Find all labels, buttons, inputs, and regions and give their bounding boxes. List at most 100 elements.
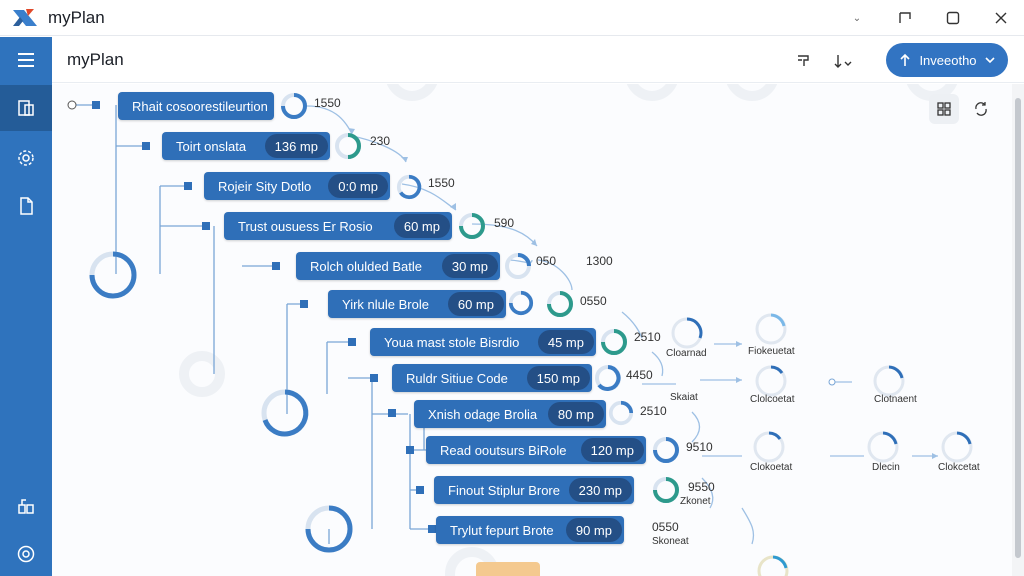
window-title: myPlan xyxy=(48,8,105,27)
task-label: Toirt onslata xyxy=(176,138,247,154)
projects-icon xyxy=(18,100,34,116)
task-row[interactable]: Trylut fepurt Brote 90 mp xyxy=(436,516,624,544)
progress-ring xyxy=(335,133,361,159)
nav-projects[interactable] xyxy=(0,85,52,131)
pin-button[interactable] xyxy=(792,50,814,72)
task-row[interactable]: Xnish odage Brolia 80 mp xyxy=(414,400,606,428)
app-header: myPlan Inveeotho xyxy=(52,37,1024,83)
task-duration: 230 mp xyxy=(568,478,632,502)
task-duration: 120 mp xyxy=(580,438,644,462)
progress-ring xyxy=(508,290,534,316)
nav-preferences[interactable] xyxy=(0,531,52,576)
task-row[interactable]: Ruldr Sitiue Code 150 mp xyxy=(392,364,592,392)
window-menu-chevron-icon[interactable]: ⌄ xyxy=(852,12,862,24)
window-snap-button[interactable] xyxy=(893,6,917,30)
task-value: 050 xyxy=(536,254,557,268)
progress-ring xyxy=(459,213,485,239)
app-logo-icon xyxy=(13,9,37,26)
nav-documents[interactable] xyxy=(0,183,52,229)
status-node-label: Zkonet xyxy=(680,496,711,507)
chevron-down-icon xyxy=(984,57,995,64)
task-duration: 80 mp xyxy=(547,402,604,426)
task-row[interactable]: Read ooutsurs BiRole 120 mp xyxy=(426,436,646,464)
extra-value: 1300 xyxy=(586,254,613,268)
progress-ring xyxy=(595,365,621,391)
menu-icon xyxy=(18,53,34,67)
nav-settings[interactable] xyxy=(0,135,52,181)
status-node-label: Skoneat xyxy=(652,536,689,547)
close-icon xyxy=(995,12,1007,24)
task-label: Read ooutsurs BiRole xyxy=(440,442,567,458)
task-duration: 60 mp xyxy=(447,292,504,316)
task-duration: 136 mp xyxy=(264,134,328,158)
left-navigation-rail xyxy=(0,37,52,576)
task-row[interactable]: Rojeir Sity Dotlo 0:0 mp xyxy=(204,172,390,200)
maximize-icon xyxy=(946,11,960,25)
refresh-view-button[interactable] xyxy=(966,94,996,124)
connector-node xyxy=(348,338,356,346)
task-row[interactable]: Rhait cosoorestileurtion xyxy=(118,92,274,120)
connector-node xyxy=(370,374,378,382)
window-maximize-button[interactable] xyxy=(941,6,965,30)
task-row[interactable]: Yirk nlule Brole 60 mp xyxy=(328,290,506,318)
connector-node xyxy=(406,446,414,454)
pin-icon xyxy=(798,55,809,66)
task-value: 4450 xyxy=(626,368,653,382)
task-label: Rhait cosoorestileurtion xyxy=(132,98,268,114)
task-label: Yirk nlule Brole xyxy=(342,296,429,312)
task-label: Rojeir Sity Dotlo xyxy=(218,178,312,194)
nav-team[interactable] xyxy=(0,483,52,529)
task-row[interactable]: Finout Stiplur Brore 230 mp xyxy=(434,476,634,504)
task-label: Trust ousuess Er Rosio xyxy=(238,218,373,234)
progress-ring xyxy=(281,93,307,119)
progress-ring xyxy=(505,253,531,279)
status-node-label: Skaiat xyxy=(670,392,698,403)
milestone-ring xyxy=(305,505,353,553)
team-icon xyxy=(18,499,34,514)
task-value: 2510 xyxy=(634,330,661,344)
status-node-ring xyxy=(671,317,703,349)
task-duration: 60 mp xyxy=(393,214,450,238)
task-label: Xnish odage Brolia xyxy=(428,406,538,422)
status-node-ring xyxy=(941,431,973,463)
connector-node xyxy=(300,300,308,308)
milestone-ring xyxy=(261,389,309,437)
connector-node xyxy=(272,262,280,270)
task-row[interactable]: Rolch olulded Batle 30 mp xyxy=(296,252,500,280)
task-duration: 90 mp xyxy=(565,518,622,542)
gantt-canvas[interactable]: Rhait cosoorestileurtion Toirt onslata 1… xyxy=(52,84,1012,576)
vertical-scrollbar[interactable] xyxy=(1012,84,1024,576)
task-label: Youa mast stole Bisrdio xyxy=(384,334,520,350)
connector-node xyxy=(428,525,436,533)
status-node-ring xyxy=(755,365,787,397)
progress-ring xyxy=(396,174,422,200)
task-duration: 45 mp xyxy=(537,330,594,354)
menu-button[interactable] xyxy=(0,37,52,83)
status-node-ring xyxy=(757,555,789,576)
task-value: 230 xyxy=(370,134,391,148)
sort-button[interactable] xyxy=(832,50,854,72)
window-close-button[interactable] xyxy=(989,6,1013,30)
task-row[interactable]: Trust ousuess Er Rosio 60 mp xyxy=(224,212,452,240)
document-icon xyxy=(20,197,33,215)
connector-node xyxy=(184,182,192,190)
task-label: Ruldr Sitiue Code xyxy=(406,370,508,386)
task-label: Rolch olulded Batle xyxy=(310,258,423,274)
task-value: 0550 xyxy=(652,520,679,534)
status-node-label: Cloarnad xyxy=(666,348,707,359)
task-row[interactable]: Toirt onslata 136 mp xyxy=(162,132,330,160)
invite-button[interactable]: Inveeotho xyxy=(886,43,1008,77)
page-title: myPlan xyxy=(67,50,124,69)
refresh-icon xyxy=(975,102,987,116)
status-node-label: Clokoetat xyxy=(750,462,793,473)
progress-ring xyxy=(547,291,573,317)
status-node-label: Clotnaent xyxy=(874,394,917,405)
task-value: 1550 xyxy=(428,176,455,190)
grid-view-button[interactable] xyxy=(929,94,959,124)
status-node-ring xyxy=(867,431,899,463)
connector-node xyxy=(92,101,100,109)
status-node-label: Fiokeuetat xyxy=(748,346,795,357)
task-row[interactable]: Youa mast stole Bisrdio 45 mp xyxy=(370,328,596,356)
scrollbar-thumb[interactable] xyxy=(1015,98,1021,558)
bottom-tab[interactable] xyxy=(476,562,540,576)
